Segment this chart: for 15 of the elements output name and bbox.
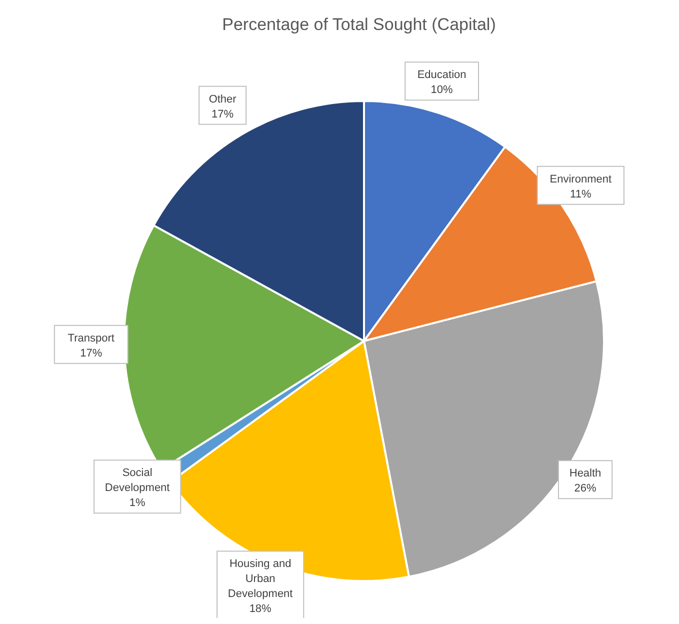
data-label: 1% (129, 497, 146, 510)
data-label: 17% (80, 347, 102, 360)
slice-label: Health (569, 468, 602, 480)
slice-label: Education (417, 69, 466, 82)
slice-label: Social Development (104, 467, 170, 494)
slice-label: Environment (550, 173, 612, 186)
data-label: 18% (249, 603, 272, 616)
data-label: 26% (574, 482, 596, 495)
chart-title: Percentage of Total Sought (Capital) (222, 15, 496, 34)
slice-label: Other (208, 93, 237, 106)
data-label: 17% (212, 108, 234, 120)
data-label: 11% (570, 188, 592, 200)
data-label: 10% (430, 84, 454, 96)
slice-label: Housing and Urban Development (228, 558, 293, 600)
slice-label: Transport (68, 332, 114, 344)
